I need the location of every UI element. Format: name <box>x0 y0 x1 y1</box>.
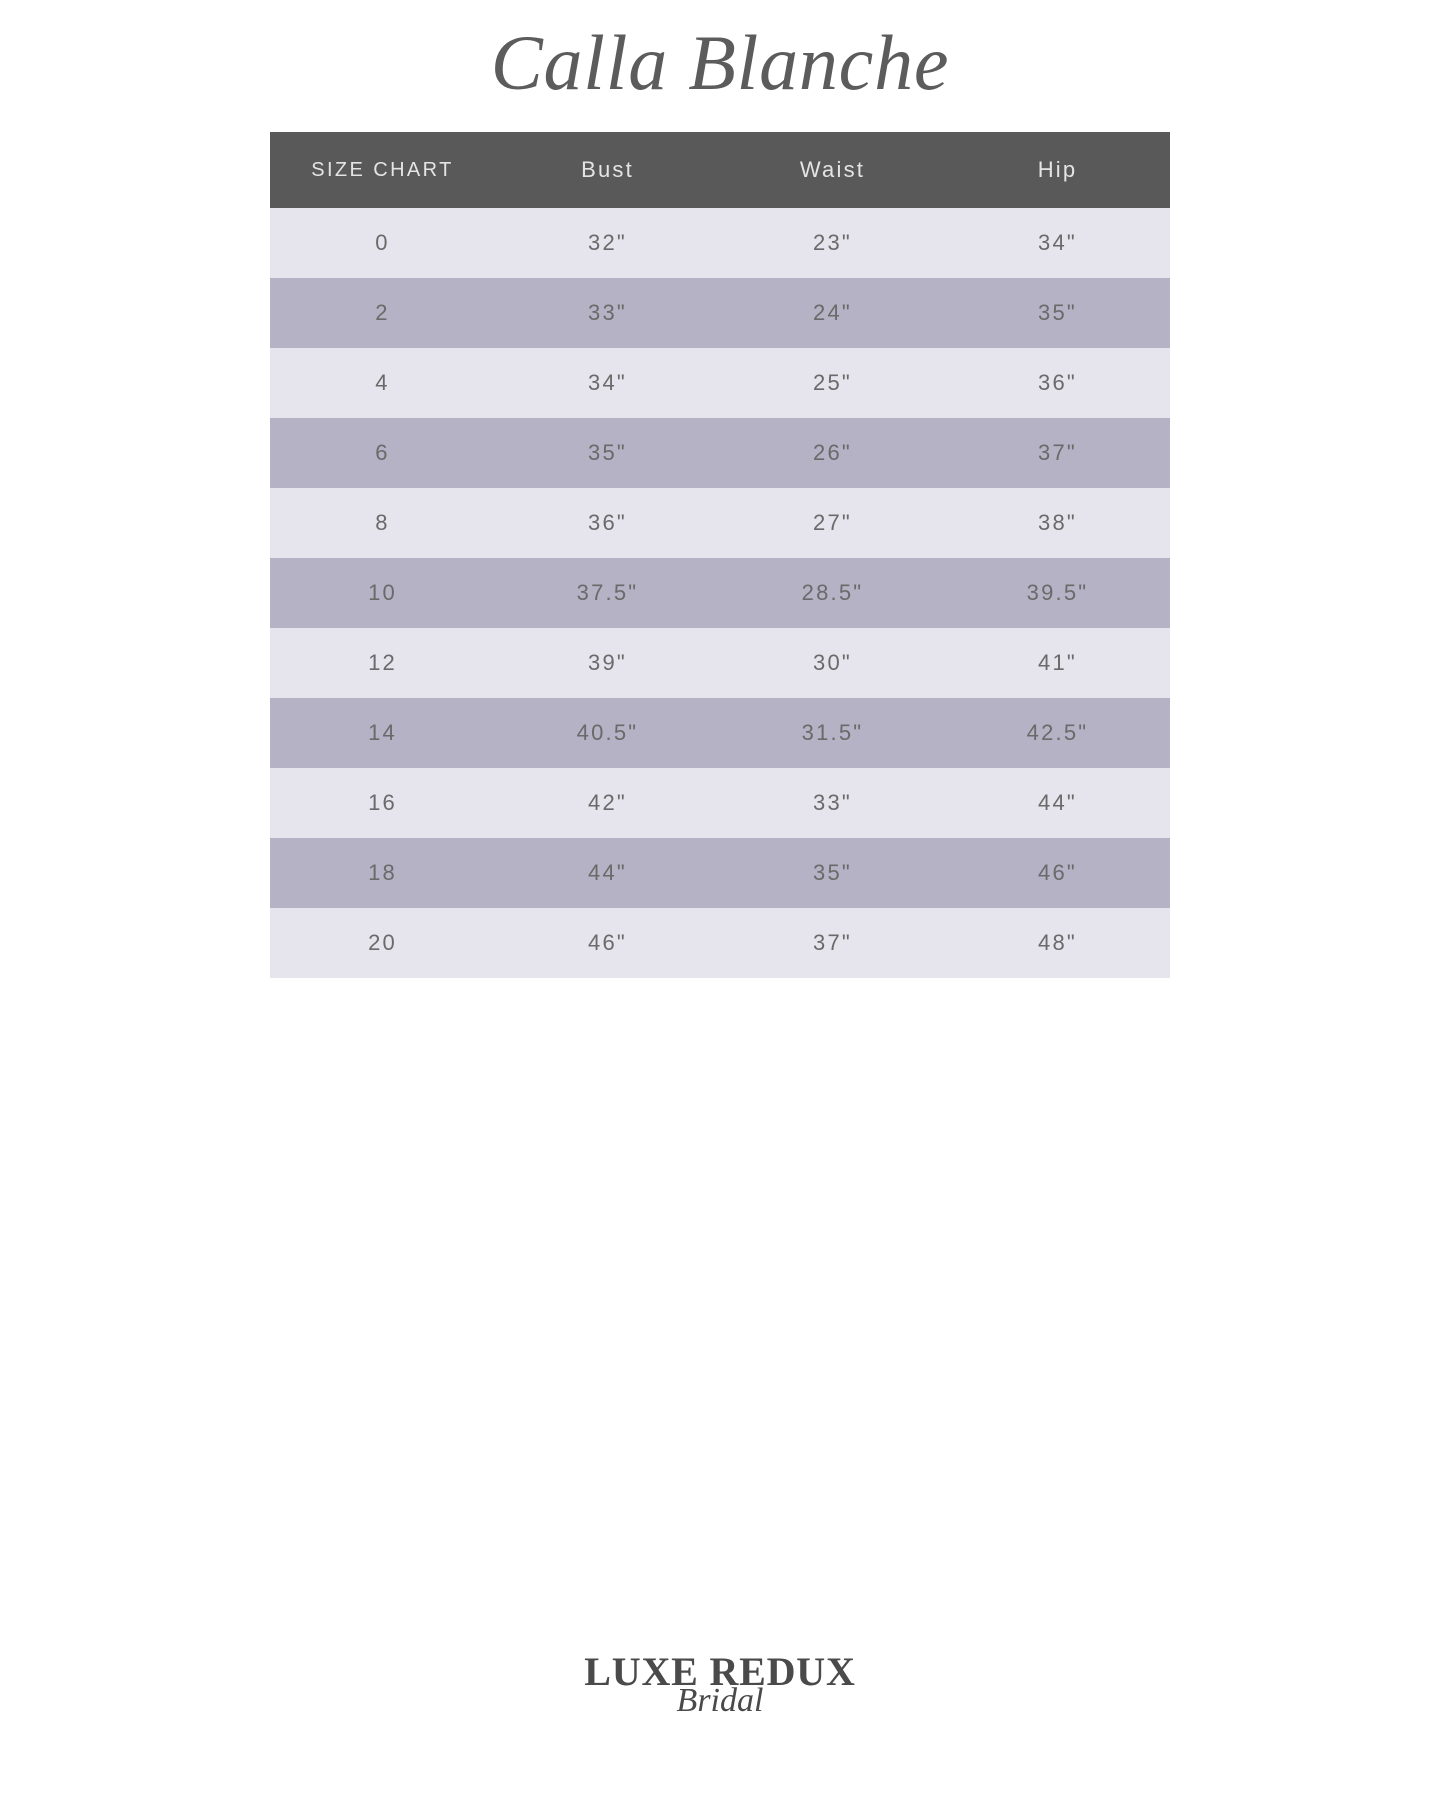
cell-bust: 44" <box>495 838 720 908</box>
table-row: 2 33" 24" 35" <box>270 278 1170 348</box>
footer-brand-main: LUXE REDUX <box>584 1652 855 1692</box>
table-body: 0 32" 23" 34" 2 33" 24" 35" 4 34" 25" 36… <box>270 208 1170 978</box>
cell-size: 20 <box>270 908 495 978</box>
cell-hip: 44" <box>945 768 1170 838</box>
cell-waist: 31.5" <box>720 698 945 768</box>
cell-hip: 41" <box>945 628 1170 698</box>
cell-waist: 28.5" <box>720 558 945 628</box>
cell-hip: 38" <box>945 488 1170 558</box>
cell-hip: 42.5" <box>945 698 1170 768</box>
cell-bust: 37.5" <box>495 558 720 628</box>
table-row: 4 34" 25" 36" <box>270 348 1170 418</box>
cell-size: 4 <box>270 348 495 418</box>
cell-waist: 33" <box>720 768 945 838</box>
table-row: 6 35" 26" 37" <box>270 418 1170 488</box>
cell-bust: 33" <box>495 278 720 348</box>
cell-waist: 26" <box>720 418 945 488</box>
cell-bust: 40.5" <box>495 698 720 768</box>
footer-brand: LUXE REDUX Bridal <box>0 1652 1440 1720</box>
cell-bust: 46" <box>495 908 720 978</box>
table-row: 10 37.5" 28.5" 39.5" <box>270 558 1170 628</box>
cell-bust: 32" <box>495 208 720 278</box>
col-hip: Hip <box>945 132 1170 208</box>
cell-size: 12 <box>270 628 495 698</box>
cell-bust: 34" <box>495 348 720 418</box>
cell-size: 18 <box>270 838 495 908</box>
col-bust: Bust <box>495 132 720 208</box>
table-row: 20 46" 37" 48" <box>270 908 1170 978</box>
cell-hip: 37" <box>945 418 1170 488</box>
cell-bust: 35" <box>495 418 720 488</box>
brand-title: Calla Blanche <box>0 0 1440 112</box>
table-row: 8 36" 27" 38" <box>270 488 1170 558</box>
cell-waist: 30" <box>720 628 945 698</box>
size-chart-table: SIZE CHART Bust Waist Hip 0 32" 23" 34" … <box>270 132 1170 978</box>
cell-hip: 46" <box>945 838 1170 908</box>
table-row: 12 39" 30" 41" <box>270 628 1170 698</box>
cell-hip: 39.5" <box>945 558 1170 628</box>
col-waist: Waist <box>720 132 945 208</box>
col-size: SIZE CHART <box>270 132 495 208</box>
cell-bust: 36" <box>495 488 720 558</box>
cell-waist: 24" <box>720 278 945 348</box>
cell-waist: 37" <box>720 908 945 978</box>
cell-size: 8 <box>270 488 495 558</box>
table-header-row: SIZE CHART Bust Waist Hip <box>270 132 1170 208</box>
cell-bust: 39" <box>495 628 720 698</box>
cell-waist: 23" <box>720 208 945 278</box>
cell-size: 10 <box>270 558 495 628</box>
table-row: 16 42" 33" 44" <box>270 768 1170 838</box>
cell-size: 2 <box>270 278 495 348</box>
cell-hip: 48" <box>945 908 1170 978</box>
cell-size: 16 <box>270 768 495 838</box>
cell-size: 6 <box>270 418 495 488</box>
footer-brand-word-2: REDUX <box>709 1649 855 1694</box>
cell-hip: 35" <box>945 278 1170 348</box>
footer-brand-word-1: LUXE <box>584 1649 698 1694</box>
cell-waist: 27" <box>720 488 945 558</box>
cell-waist: 35" <box>720 838 945 908</box>
cell-hip: 34" <box>945 208 1170 278</box>
cell-waist: 25" <box>720 348 945 418</box>
cell-bust: 42" <box>495 768 720 838</box>
cell-size: 0 <box>270 208 495 278</box>
table-row: 18 44" 35" 46" <box>270 838 1170 908</box>
cell-size: 14 <box>270 698 495 768</box>
cell-hip: 36" <box>945 348 1170 418</box>
table-row: 14 40.5" 31.5" 42.5" <box>270 698 1170 768</box>
table-row: 0 32" 23" 34" <box>270 208 1170 278</box>
